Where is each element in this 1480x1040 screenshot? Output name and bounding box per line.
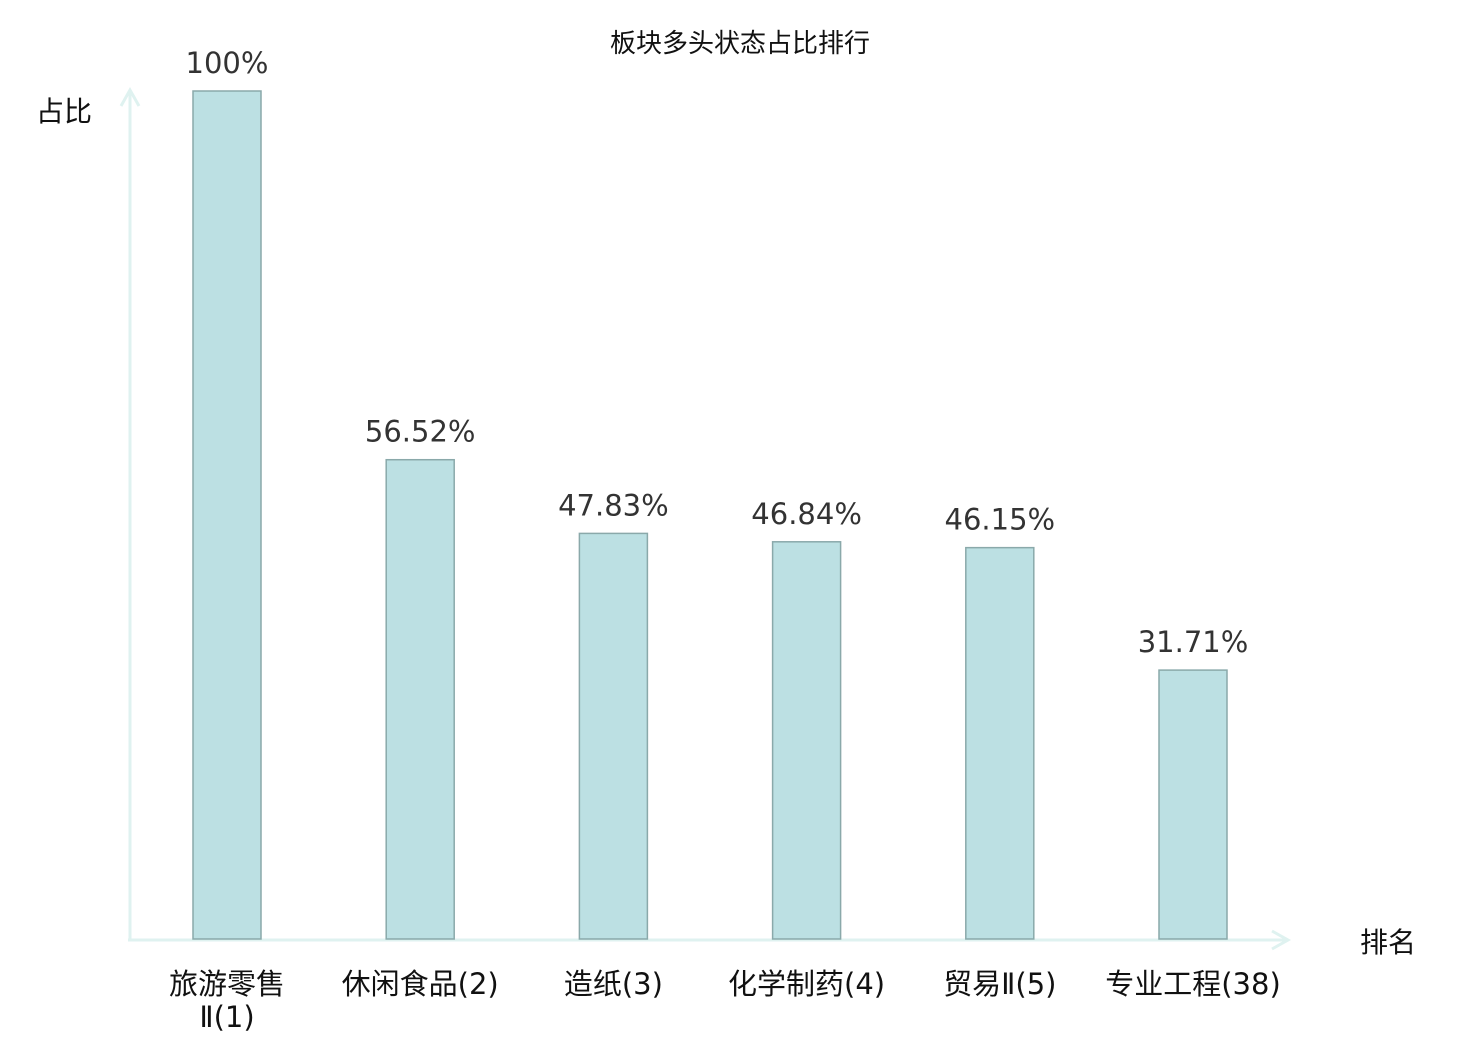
bar [578,532,649,940]
x-tick-label: 化学制药(4) [728,967,885,1001]
data-label: 46.84% [751,497,862,531]
x-tick-label: 休闲食品(2) [342,967,499,1001]
bar [965,546,1035,940]
x-tick-label: 专业工程(38) [1105,967,1281,1001]
x-axis-arrow-icon [1271,929,1292,951]
chart-title: 板块多头状态占比排行 [610,29,870,59]
y-axis-label: 占比 [36,95,92,128]
data-label: 56.52% [365,415,476,449]
data-label: 47.83% [558,488,669,522]
data-label: 100% [186,46,269,80]
bar [771,541,842,940]
bar [192,90,262,940]
x-tick-label: 旅游零售 [169,967,285,1001]
y-axis-arrow-icon [119,86,141,107]
bar [385,458,455,940]
bar [1158,669,1228,940]
data-label: 31.71% [1138,625,1249,659]
data-label: 46.15% [945,503,1056,537]
axes [119,86,1292,951]
x-axis-label: 排名 [1360,926,1416,959]
x-tick-label: 贸易Ⅱ(5) [943,967,1056,1001]
x-tick-label: Ⅱ(1) [199,1000,254,1034]
x-tick-label: 造纸(3) [564,967,663,1001]
